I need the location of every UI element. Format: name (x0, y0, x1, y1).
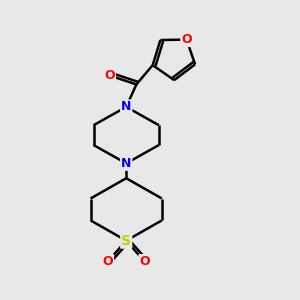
Text: O: O (104, 69, 115, 82)
Text: O: O (139, 255, 150, 268)
Text: N: N (121, 100, 131, 113)
Text: N: N (121, 157, 131, 170)
Text: O: O (181, 33, 192, 46)
Text: S: S (121, 234, 131, 248)
Text: O: O (103, 255, 113, 268)
